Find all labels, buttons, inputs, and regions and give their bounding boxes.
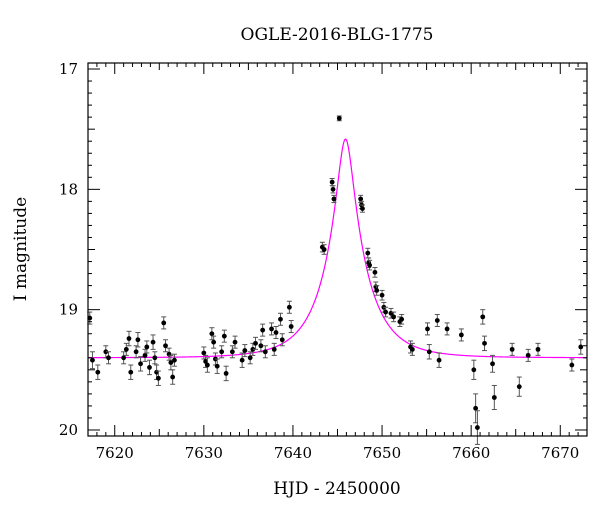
data-point: [95, 364, 101, 380]
data-point: [142, 348, 148, 362]
data-point: [223, 365, 229, 382]
y-axis-label: I magnitude: [11, 197, 31, 301]
x-axis-label: HJD - 2450000: [273, 479, 401, 499]
data-point: [424, 322, 430, 336]
data-point: [171, 353, 177, 367]
data-point: [123, 342, 129, 356]
data-point: [221, 329, 227, 343]
data-point: [128, 364, 134, 380]
data-point: [391, 311, 397, 323]
data-point: [253, 336, 259, 350]
chart-title: OGLE-2016-BLG-1775: [241, 25, 434, 45]
data-point: [388, 307, 394, 319]
data-point: [426, 344, 432, 360]
data-point: [121, 351, 127, 365]
data-point: [436, 352, 442, 368]
data-point: [168, 354, 174, 371]
data-point: [434, 313, 440, 328]
data-point: [330, 185, 336, 194]
data-point: [286, 300, 292, 314]
data-point: [329, 178, 335, 187]
data-point: [229, 345, 235, 359]
data-point: [525, 348, 531, 362]
data-point: [490, 354, 496, 373]
data-point: [161, 316, 167, 330]
axes: 7620 7630 7640 7650 7660 7670 17 18 19 20: [59, 60, 588, 462]
data-point: [269, 322, 275, 336]
data-point: [271, 342, 277, 356]
data-point: [491, 384, 497, 411]
data-point: [144, 340, 150, 354]
data-point: [273, 326, 279, 340]
data-point: [146, 359, 152, 376]
data-point: [365, 247, 371, 259]
data-point: [509, 342, 515, 356]
y-tick-label: 20: [59, 421, 78, 439]
x-tick-label: 7650: [363, 444, 401, 462]
y-tick-label: 18: [59, 180, 78, 198]
x-tick-label: 7640: [274, 444, 312, 462]
data-point: [247, 351, 253, 365]
data-point: [367, 259, 373, 271]
data-point: [219, 345, 225, 359]
data-point: [258, 339, 264, 353]
data-point: [105, 351, 111, 365]
data-point: [444, 322, 450, 336]
data-point: [379, 289, 385, 301]
data-point: [277, 312, 283, 326]
data-point: [138, 356, 144, 372]
plot-area: [87, 115, 587, 445]
data-point: [163, 339, 169, 353]
data-point: [458, 328, 464, 342]
data-point: [516, 376, 522, 397]
x-tick-label: 7620: [96, 444, 134, 462]
data-point: [374, 285, 380, 296]
data-point: [331, 194, 337, 204]
data-point: [399, 313, 405, 325]
x-tick-label: 7670: [541, 444, 579, 462]
data-point: [383, 306, 389, 318]
data-point: [242, 344, 248, 358]
data-point: [279, 333, 285, 347]
data-point: [214, 358, 220, 374]
data-point: [204, 357, 210, 373]
y-tick-label: 19: [59, 301, 78, 319]
x-tick-label: 7630: [185, 444, 223, 462]
data-point: [262, 345, 268, 359]
data-point: [239, 352, 245, 368]
data-point: [471, 359, 477, 380]
data-point: [103, 345, 109, 359]
y-tick-label: 17: [59, 60, 78, 78]
data-point: [260, 323, 266, 337]
data-point: [409, 342, 415, 356]
data-point: [135, 332, 141, 348]
data-point: [150, 334, 156, 350]
data-point: [89, 351, 95, 370]
data-point: [482, 335, 488, 352]
data-point: [336, 115, 342, 122]
data-point: [569, 358, 575, 372]
data-point: [480, 309, 486, 325]
data-point: [535, 342, 541, 356]
data-point: [372, 267, 378, 278]
data-point: [359, 204, 365, 213]
data-point: [170, 369, 176, 385]
data-point: [232, 335, 238, 349]
x-tick-label: 7660: [452, 444, 490, 462]
data-point: [133, 345, 139, 359]
data-point: [578, 339, 584, 355]
data-point: [152, 351, 158, 365]
data-point: [358, 194, 364, 204]
data-point: [126, 330, 132, 347]
data-point: [211, 335, 217, 349]
data-point: [474, 410, 480, 445]
data-point: [321, 244, 327, 255]
data-point: [288, 319, 294, 334]
data-point: [155, 370, 161, 386]
